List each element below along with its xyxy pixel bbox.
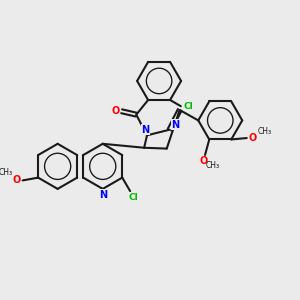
Text: Cl: Cl — [184, 102, 194, 111]
Text: CH₃: CH₃ — [0, 168, 13, 177]
Text: O: O — [111, 106, 119, 116]
Text: CH₃: CH₃ — [257, 127, 271, 136]
Text: O: O — [249, 133, 257, 143]
Text: N: N — [142, 125, 150, 135]
Text: N: N — [99, 190, 107, 200]
Text: N: N — [171, 120, 179, 130]
Text: CH₃: CH₃ — [206, 161, 220, 170]
Text: O: O — [12, 176, 20, 185]
Text: Cl: Cl — [129, 193, 138, 202]
Text: O: O — [200, 156, 208, 166]
